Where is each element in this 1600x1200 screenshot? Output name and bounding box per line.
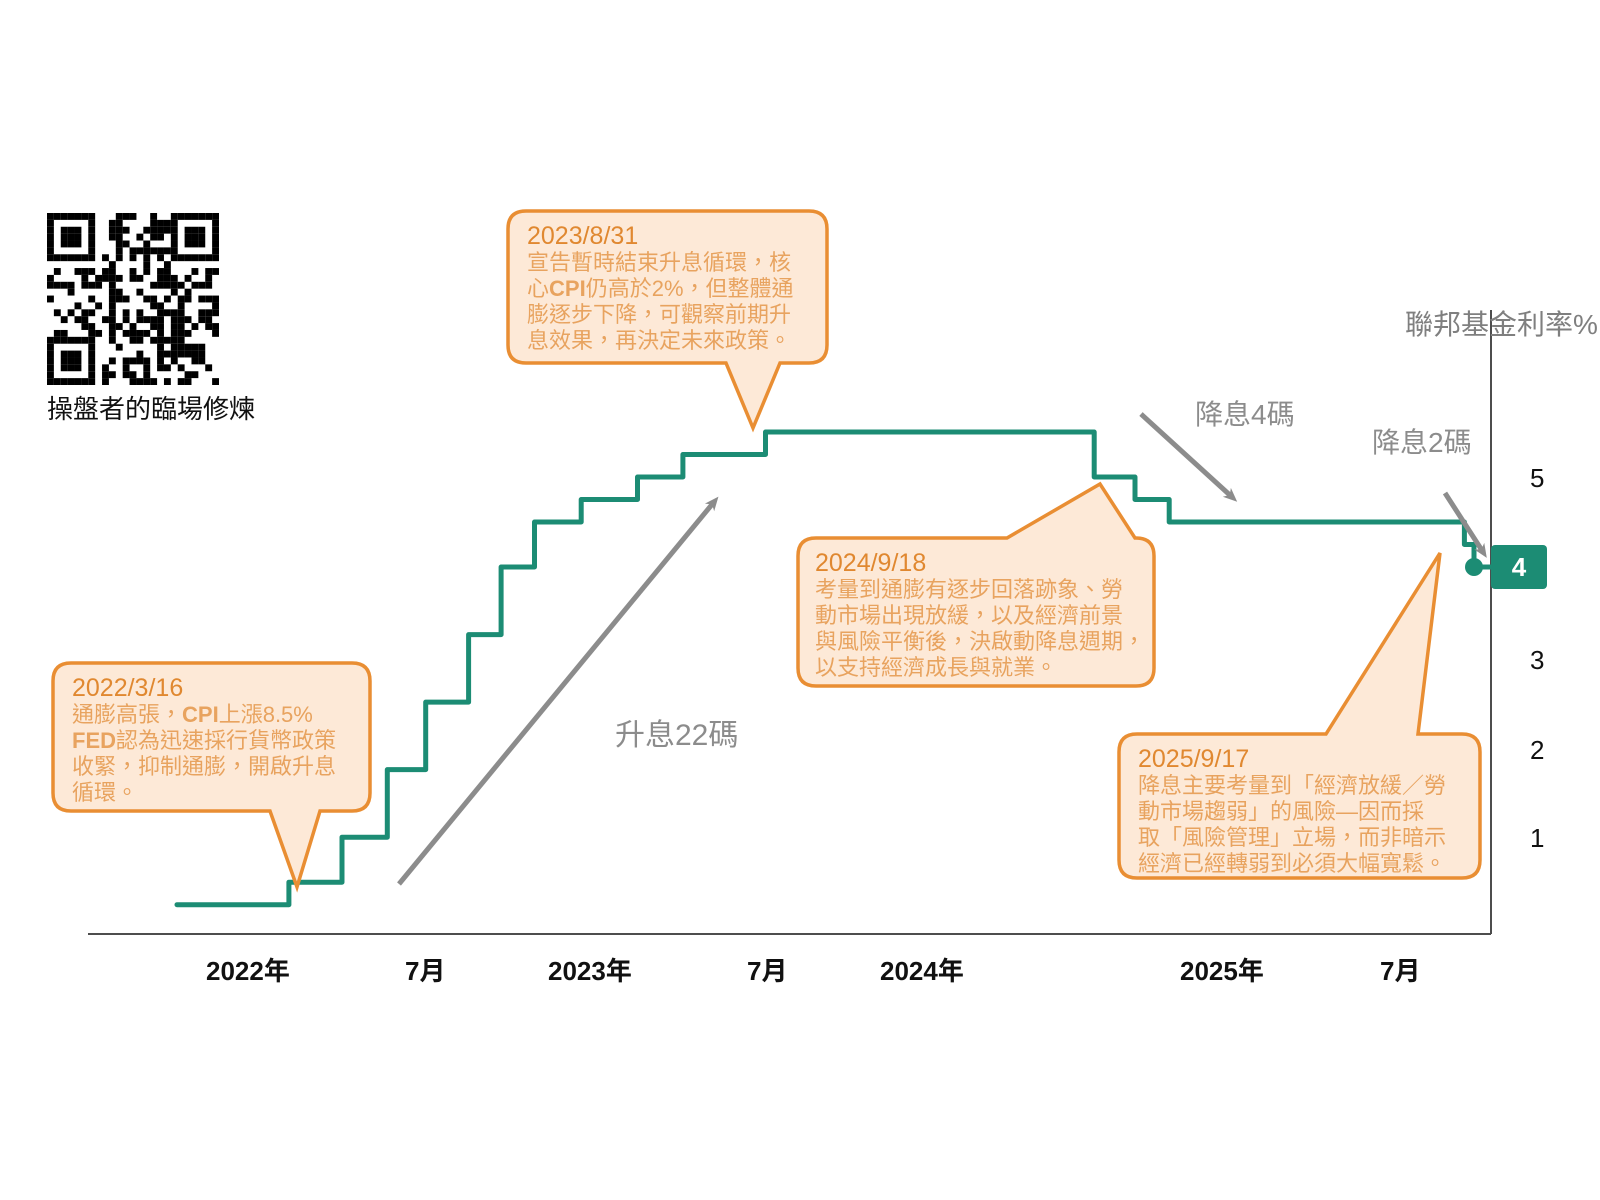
- svg-text:降息主要考量到「經濟放緩／勞: 降息主要考量到「經濟放緩／勞: [1138, 773, 1446, 798]
- svg-text:膨逐步下降，可觀察前期升: 膨逐步下降，可觀察前期升: [527, 302, 791, 327]
- svg-text:經濟已經轉弱到必須大幅寬鬆。: 經濟已經轉弱到必須大幅寬鬆。: [1138, 851, 1446, 876]
- svg-text:2023年: 2023年: [548, 956, 632, 986]
- svg-text:降息4碼: 降息4碼: [1195, 399, 1295, 430]
- svg-text:2: 2: [1530, 735, 1544, 765]
- svg-text:1: 1: [1530, 823, 1544, 853]
- svg-text:循環。: 循環。: [72, 780, 138, 805]
- svg-text:2024年: 2024年: [880, 956, 964, 986]
- svg-text:2022年: 2022年: [206, 956, 290, 986]
- svg-text:以支持經濟成長與就業。: 以支持經濟成長與就業。: [815, 655, 1057, 680]
- svg-text:FED認為迅速採行貨幣政策: FED認為迅速採行貨幣政策: [72, 728, 336, 753]
- svg-text:7月: 7月: [747, 956, 787, 986]
- svg-text:升息22碼: 升息22碼: [615, 719, 738, 752]
- svg-text:2024/9/18: 2024/9/18: [815, 549, 926, 577]
- svg-text:7月: 7月: [1380, 956, 1420, 986]
- svg-text:通膨高張，CPI上漲8.5%: 通膨高張，CPI上漲8.5%: [72, 702, 313, 727]
- svg-text:與風險平衡後，決啟動降息週期，: 與風險平衡後，決啟動降息週期，: [815, 629, 1145, 654]
- svg-text:息效果，再決定未來政策。: 息效果，再決定未來政策。: [527, 328, 791, 353]
- svg-text:2025/9/17: 2025/9/17: [1138, 745, 1249, 773]
- svg-text:心CPI仍高於2%，但整體通: 心CPI仍高於2%，但整體通: [527, 276, 794, 301]
- svg-text:7月: 7月: [405, 956, 445, 986]
- svg-text:動市場趨弱」的風險—因而採: 動市場趨弱」的風險—因而採: [1138, 799, 1424, 824]
- svg-text:降息2碼: 降息2碼: [1372, 427, 1472, 458]
- svg-text:2023/8/31: 2023/8/31: [527, 222, 638, 250]
- svg-text:3: 3: [1530, 645, 1544, 675]
- svg-text:5: 5: [1530, 463, 1544, 493]
- svg-text:考量到通膨有逐步回落跡象、勞: 考量到通膨有逐步回落跡象、勞: [815, 577, 1123, 602]
- svg-text:4: 4: [1512, 552, 1527, 582]
- svg-text:聯邦基金利率%: 聯邦基金利率%: [1405, 309, 1598, 340]
- svg-text:2025年: 2025年: [1180, 956, 1264, 986]
- svg-text:宣告暫時結束升息循環，核: 宣告暫時結束升息循環，核: [527, 250, 791, 275]
- svg-text:2022/3/16: 2022/3/16: [72, 674, 183, 702]
- svg-text:取「風險管理」立場，而非暗示: 取「風險管理」立場，而非暗示: [1138, 825, 1446, 850]
- svg-text:操盤者的臨場修煉: 操盤者的臨場修煉: [47, 394, 255, 424]
- svg-text:收緊，抑制通膨，開啟升息: 收緊，抑制通膨，開啟升息: [72, 754, 336, 779]
- svg-text:動市場出現放緩，以及經濟前景: 動市場出現放緩，以及經濟前景: [815, 603, 1123, 628]
